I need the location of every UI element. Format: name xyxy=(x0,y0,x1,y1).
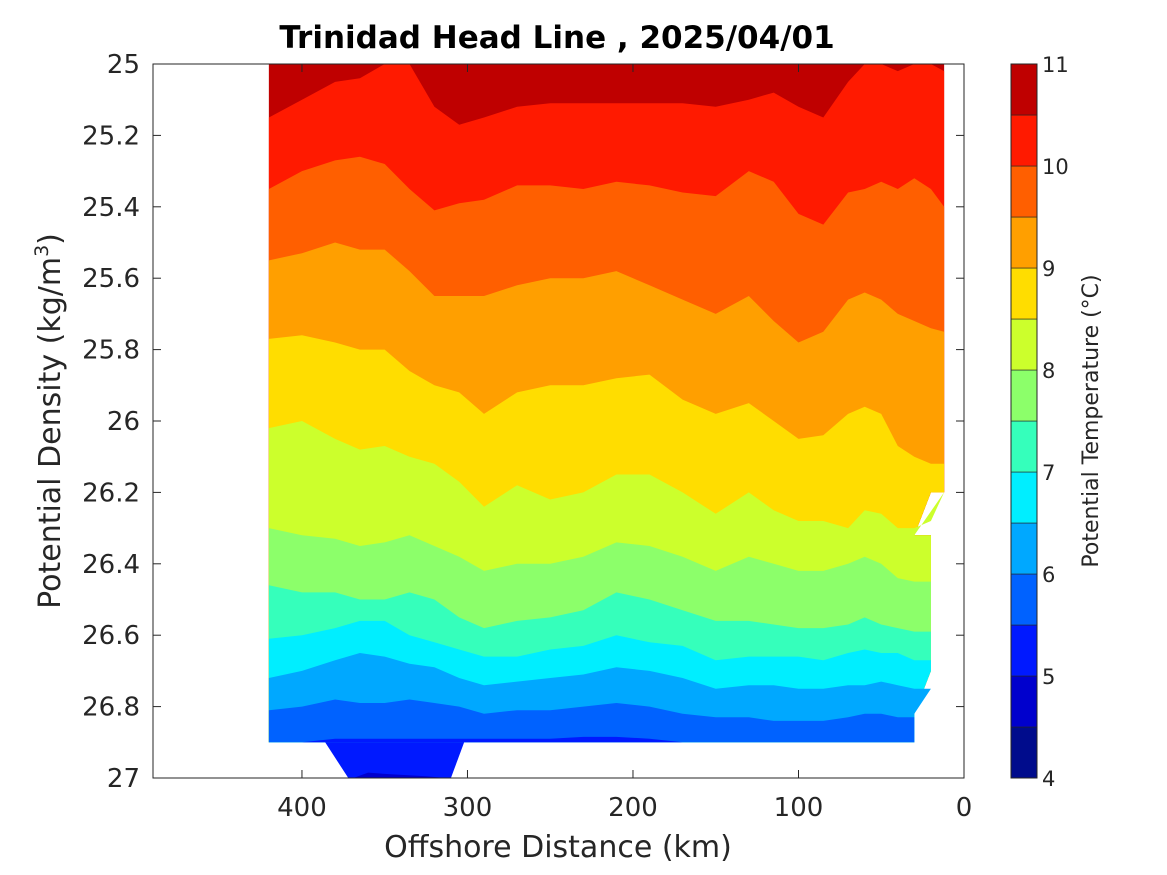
colorbar-segment xyxy=(1010,420,1038,473)
contour-band-below-6 xyxy=(268,699,915,743)
colorbar-segment xyxy=(1010,573,1038,626)
colorbar-tick-label: 4 xyxy=(1042,767,1055,791)
colorbar-tick-label: 5 xyxy=(1042,665,1055,689)
x-tick-labels: 400 300 200 100 0 xyxy=(277,793,972,823)
colorbar-segment xyxy=(1010,471,1038,524)
colorbar-tick-label: 9 xyxy=(1042,257,1055,281)
y-tick-label: 25.4 xyxy=(82,193,140,223)
y-axis-label: Potential Density (kg/m3) xyxy=(31,233,68,609)
colorbar-segment xyxy=(1010,369,1038,422)
contour-band-5.0-5.5 xyxy=(325,742,465,778)
colorbar-segment xyxy=(1010,165,1038,218)
contour-band-4.5-5.0 xyxy=(353,772,446,778)
colorbar-segment xyxy=(1010,675,1038,728)
contour-band-below-5.5 xyxy=(268,736,915,743)
y-tick-label: 25.2 xyxy=(82,121,140,151)
x-tick-label: 200 xyxy=(608,793,658,823)
y-tick-labels: 25 25.2 25.4 25.6 25.8 26 26.2 26.4 26.6 26.8 27 xyxy=(82,50,140,794)
y-tick-label: 26.2 xyxy=(82,478,140,508)
colorbar-segment xyxy=(1010,267,1038,320)
colorbar-tick-label: 6 xyxy=(1042,563,1055,587)
colorbar-segment xyxy=(1010,624,1038,677)
y-axis-label-superscript: 3 xyxy=(31,245,53,257)
colorbar-tick-label: 10 xyxy=(1042,155,1069,179)
colorbar-segment xyxy=(1010,726,1038,779)
chart-title: Trinidad Head Line , 2025/04/01 xyxy=(279,20,834,56)
y-tick-label: 25 xyxy=(107,50,140,80)
colorbar-label: Potential Temperature (°C) xyxy=(1079,274,1104,567)
contour-fill-layer xyxy=(268,64,945,778)
axis-ticks xyxy=(153,63,965,779)
colorbar-tick-label: 7 xyxy=(1042,461,1055,485)
colorbar-frame xyxy=(1010,63,1038,779)
x-tick-label: 400 xyxy=(277,793,327,823)
colorbar-segment xyxy=(1010,522,1038,575)
y-tick-label: 26.6 xyxy=(82,621,140,651)
x-axis-label: Offshore Distance (km) xyxy=(384,830,732,865)
colorbar-tick-label: 8 xyxy=(1042,359,1055,383)
x-tick-label: 100 xyxy=(774,793,824,823)
y-axis-label-close: ) xyxy=(33,233,68,245)
y-axis-label-main: Potential Density (kg/m xyxy=(33,257,68,609)
y-tick-label: 26.4 xyxy=(82,550,140,580)
x-tick-label: 300 xyxy=(443,793,493,823)
colorbar xyxy=(1010,63,1038,779)
colorbar-segment xyxy=(1010,216,1038,269)
y-tick-label: 26.8 xyxy=(82,693,140,723)
colorbar-ticks: 4 5 6 7 8 9 10 11 xyxy=(1042,53,1069,791)
colorbar-segment xyxy=(1010,114,1038,167)
y-tick-label: 26 xyxy=(107,407,140,437)
colorbar-segment xyxy=(1010,318,1038,371)
colorbar-tick-label: 11 xyxy=(1042,53,1069,77)
y-tick-label: 27 xyxy=(107,764,140,794)
y-tick-label: 25.6 xyxy=(82,264,140,294)
x-tick-label: 0 xyxy=(956,793,973,823)
y-tick-label: 25.8 xyxy=(82,336,140,366)
colorbar-segment xyxy=(1010,63,1038,116)
